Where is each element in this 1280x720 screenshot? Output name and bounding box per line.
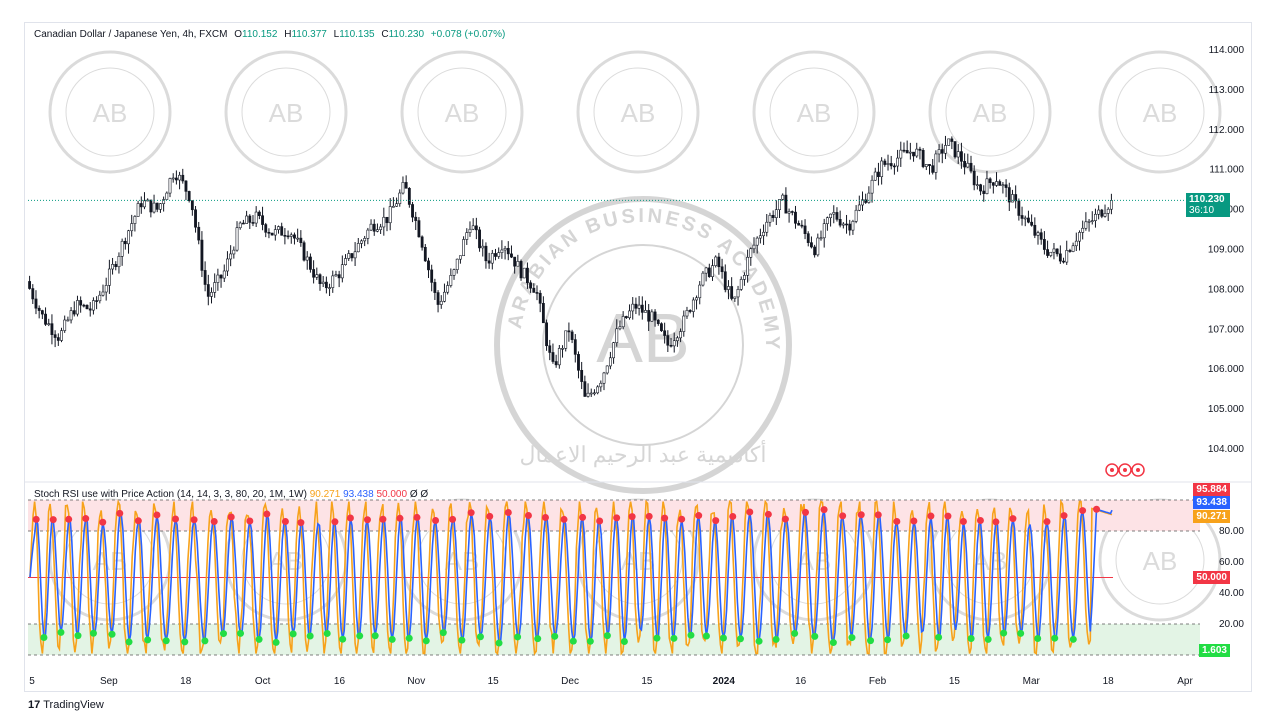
tag-high: 95.884 — [1193, 483, 1230, 496]
indicator-title[interactable]: Stoch RSI use with Price Action (14, 14,… — [34, 489, 307, 500]
symbol-title[interactable]: Canadian Dollar / Japanese Yen, 4h, FXCM — [34, 29, 228, 40]
open-value: 110.152 — [242, 29, 278, 40]
bar-countdown: 36:10 — [1189, 205, 1215, 216]
tag-k: 90.271 — [1193, 510, 1230, 523]
symbol-legend: Canadian Dollar / Japanese Yen, 4h, FXCM… — [34, 29, 506, 40]
tag-low: 1.603 — [1198, 644, 1230, 657]
tag-mid: 50.000 — [1193, 571, 1230, 584]
change-value: +0.078 (+0.07%) — [430, 29, 506, 40]
last-price-tag: 110.230 36:10 — [1186, 193, 1230, 217]
high-value: 110.377 — [291, 29, 327, 40]
close-value: 110.230 — [388, 29, 425, 40]
low-value: 110.135 — [339, 29, 375, 40]
indicator-legend: Stoch RSI use with Price Action (14, 14,… — [34, 489, 428, 500]
extra-values: Ø Ø — [409, 489, 429, 500]
d-value: 93.438 — [343, 489, 374, 500]
tradingview-logo[interactable]: 17 TradingView — [28, 699, 104, 711]
k-value: 90.271 — [309, 489, 341, 500]
chart-frame — [24, 22, 1252, 692]
level-value: 50.000 — [376, 489, 408, 500]
tag-d: 93.438 — [1193, 496, 1230, 509]
